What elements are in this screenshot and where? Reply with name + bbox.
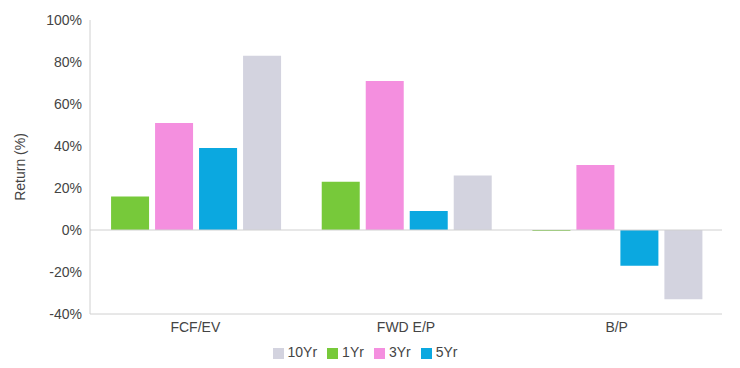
svg-text:60%: 60% <box>54 96 82 112</box>
svg-text:40%: 40% <box>54 138 82 154</box>
html-text:10Yr: 10Yr <box>287 344 318 360</box>
svg-text:0%: 0% <box>62 222 82 238</box>
html-text:1Yr: 1Yr <box>342 344 364 360</box>
svg-text:Return (%): Return (%) <box>12 133 28 201</box>
svg-text:B/P: B/P <box>605 319 628 335</box>
html-text:3Yr: 3Yr <box>388 344 411 360</box>
svg-text:-20%: -20% <box>49 264 82 280</box>
svg-text:100%: 100% <box>46 12 82 28</box>
html-text:5Yr: 5Yr <box>435 344 458 360</box>
svg-text:80%: 80% <box>54 54 82 70</box>
svg-text:20%: 20% <box>54 180 82 196</box>
svg-text:-40%: -40% <box>49 306 82 322</box>
svg-text:FCF/EV: FCF/EV <box>170 319 220 335</box>
svg-text:FWD E/P: FWD E/P <box>377 319 435 335</box>
